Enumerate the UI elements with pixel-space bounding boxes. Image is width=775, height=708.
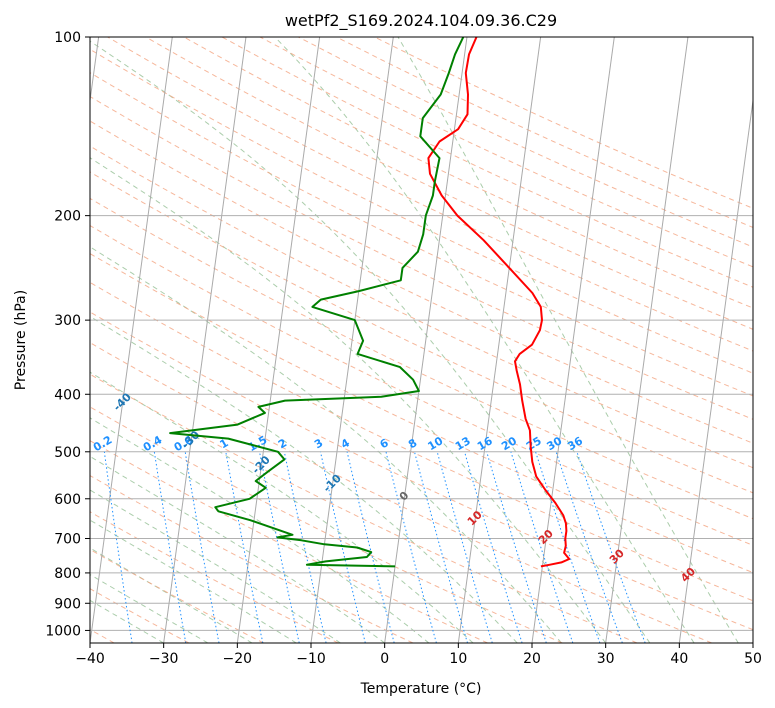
dry-adiabat-line xyxy=(90,95,753,420)
plot-area: 0.10.20.40.611.52346810131620253036-100-… xyxy=(90,37,753,643)
y-tick-label: 100 xyxy=(54,30,81,46)
x-tick-label: −20 xyxy=(223,651,253,667)
sounding-profiles xyxy=(169,37,571,568)
mixing-ratio-line xyxy=(414,451,468,643)
temperature-profile-line xyxy=(427,37,571,568)
moist-adiabat-line xyxy=(397,37,739,643)
dry-adiabat-line xyxy=(90,72,753,397)
dry-adiabat-line xyxy=(90,224,753,546)
chart-title: wetPf2_S169.2024.104.09.36.C29 xyxy=(285,11,557,31)
moist-adiabat-line xyxy=(274,37,695,643)
moist-adiabat-line xyxy=(90,246,562,643)
moist-adiabat-line xyxy=(90,157,607,643)
x-tick-label: 0 xyxy=(380,651,389,667)
y-tick-label: 700 xyxy=(54,532,81,548)
x-tick-label: 30 xyxy=(597,651,615,667)
dry-adiabat-line xyxy=(90,373,638,643)
y-axis-ticks: 1000 900 800 700 600 500 400 300 200 100 xyxy=(45,30,90,639)
isotherm-line xyxy=(236,37,321,643)
dry-adiabat-line xyxy=(90,511,339,643)
y-tick-label: 800 xyxy=(54,566,81,582)
mixing-ratio-line xyxy=(486,451,547,643)
moist-adiabat-line xyxy=(90,547,253,643)
y-tick-label: 900 xyxy=(54,596,81,612)
moist-adiabat-line xyxy=(90,599,164,643)
isotherm-line xyxy=(605,37,689,643)
y-axis-title: Pressure (hPa) xyxy=(13,290,29,390)
moist-adiabats xyxy=(90,37,739,643)
mixing-ratio-line xyxy=(464,451,523,643)
y-tick-label: 400 xyxy=(54,387,81,403)
moist-adiabat-line xyxy=(90,371,474,643)
x-tick-label: 10 xyxy=(449,651,467,667)
moist-adiabat-line xyxy=(90,417,430,643)
dry-adiabat-line xyxy=(183,37,753,309)
mixing-ratio-line xyxy=(436,451,493,643)
isotherm-line xyxy=(163,37,247,643)
dry-adiabat-line xyxy=(90,145,753,469)
y-tick-label: 500 xyxy=(54,445,81,461)
isotherm-line xyxy=(90,37,173,643)
y-tick-label: 600 xyxy=(54,492,81,508)
dry-adiabat-line xyxy=(90,406,563,643)
mixing-ratio-line xyxy=(555,451,623,643)
mixing-ratio-line xyxy=(385,451,437,643)
x-tick-label: −40 xyxy=(75,651,105,667)
moist-adiabat-line xyxy=(90,455,385,643)
x-tick-label: 20 xyxy=(523,651,541,667)
dry-adiabat-line xyxy=(90,197,753,520)
isotherm-line xyxy=(384,37,468,643)
dry-adiabat-line xyxy=(90,342,712,643)
moist-adiabat-line xyxy=(90,40,651,643)
x-axis-title: Temperature (°C) xyxy=(360,681,482,697)
moist-adiabat-line xyxy=(90,573,209,643)
plot-frame xyxy=(89,36,754,644)
isotherm-line xyxy=(310,37,394,643)
y-tick-label: 1000 xyxy=(45,623,81,639)
x-tick-label: 40 xyxy=(670,651,688,667)
dry-adiabat-line xyxy=(90,440,488,643)
y-tick-label: 300 xyxy=(54,313,81,329)
x-tick-label: −30 xyxy=(149,651,179,667)
isotherm-line xyxy=(678,96,753,643)
mixing-ratio-line xyxy=(259,451,300,643)
mixing-ratio-line xyxy=(346,451,395,643)
y-tick-label: 200 xyxy=(54,209,81,225)
mixing-ratio-line xyxy=(510,451,574,643)
mixing-ratio-line xyxy=(103,451,133,643)
mixing-ratio-line xyxy=(225,451,264,643)
dry-adiabat-line xyxy=(90,548,264,643)
x-tick-label: −10 xyxy=(296,651,326,667)
x-tick-label: 50 xyxy=(744,651,762,667)
mixing-ratio-line xyxy=(576,451,646,643)
dewpoint-profile-line xyxy=(169,37,465,568)
isotherm-line xyxy=(531,37,615,643)
x-axis-ticks: −40 −30 −20 −10 0 10 20 30 40 50 xyxy=(75,643,762,667)
dry-adiabat-line xyxy=(107,37,753,352)
dry-adiabats xyxy=(90,37,753,643)
moist-adiabat-line xyxy=(90,519,297,643)
isotherm-line xyxy=(457,37,542,643)
dry-adiabat-line xyxy=(90,311,753,631)
isotherms xyxy=(90,37,753,643)
pressure-gridlines xyxy=(90,37,753,631)
